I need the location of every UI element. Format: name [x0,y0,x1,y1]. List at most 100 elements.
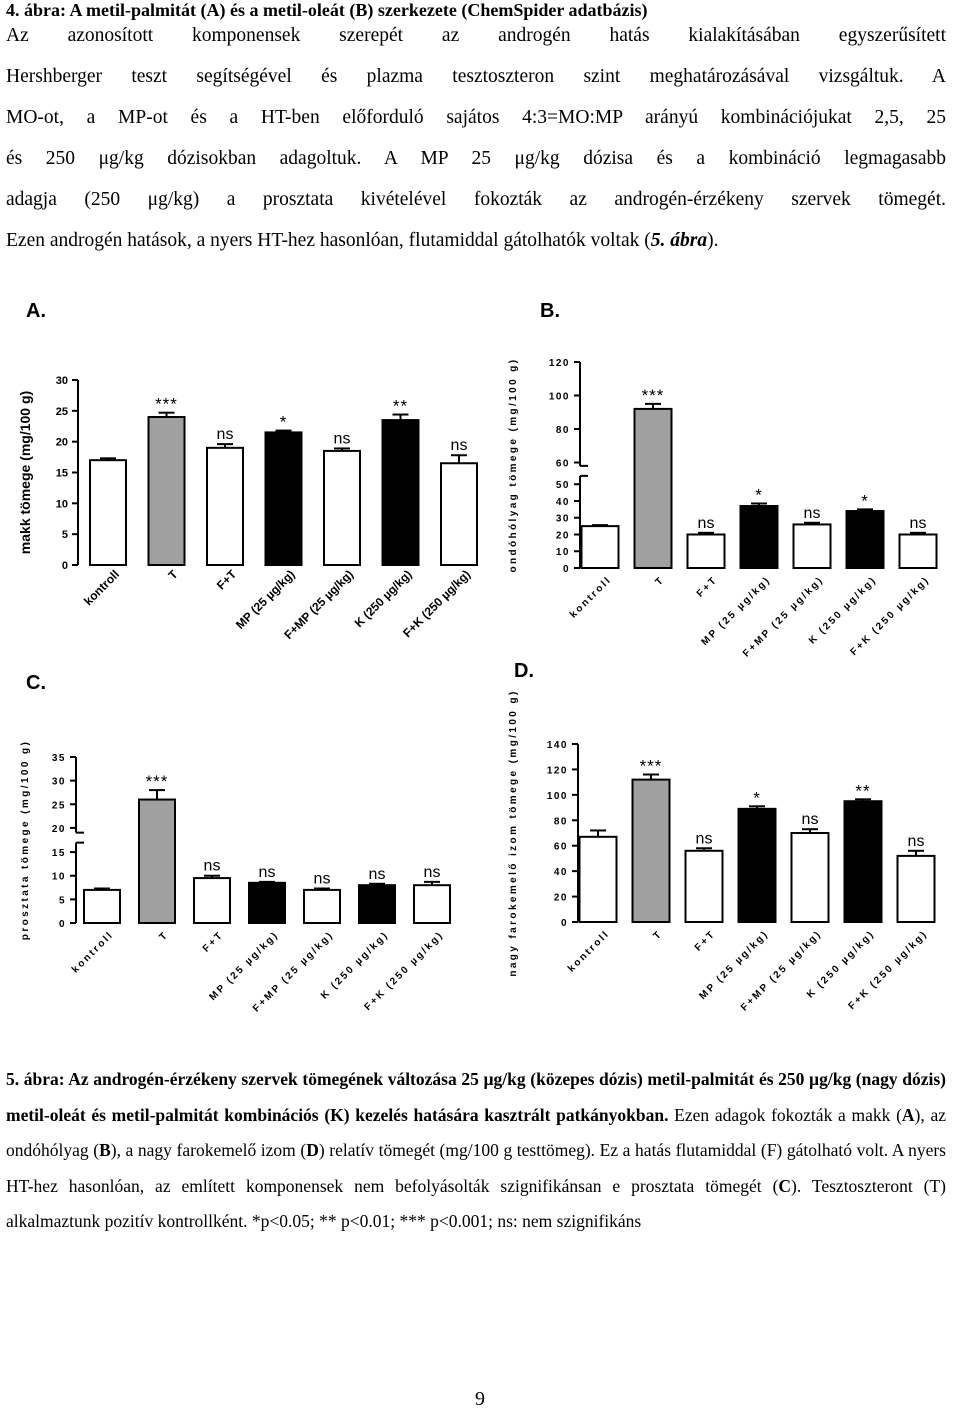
bar [631,778,671,923]
significance-label: * [280,413,288,432]
y-tick-label: 25 [56,406,68,418]
y-tick-label: 60 [556,459,570,470]
intro-line-2: Hershberger teszt segítségével és plazma… [6,66,946,87]
bar [686,533,726,569]
significance-label: ** [855,781,870,800]
caption-bold: 5. ábra: Az androgén-érzékeny szervek tö… [6,1069,946,1125]
bar [264,431,303,566]
bar [89,459,127,566]
caption-text-1: Ezen adagok fokozták a makk ( [668,1104,902,1125]
bar [737,807,777,923]
significance-label: ns [314,870,331,887]
significance-label: * [753,788,761,807]
bar [898,533,938,569]
caption-text-4: ) relatív tömegét (mg/100 g testtömeg). … [6,1140,946,1196]
category-label: kontroll [70,929,116,975]
intro-line-6-text: Ezen androgén hatások, a nyers HT-hez ha… [6,230,651,251]
y-tick-label: 25 [52,800,66,811]
significance-label: ns [698,515,715,532]
category-label: T [166,567,182,583]
y-tick-label: 35 [52,753,66,764]
caption-text-3: ), a nagy farokemelő izom ( [110,1140,307,1160]
caption-ref-b: B [99,1140,111,1160]
y-tick-label: 30 [556,514,570,525]
significance-label: ns [204,858,221,875]
y-tick-label: 140 [547,740,568,751]
category-label: F+T [693,928,718,953]
caption-text-2: ), az ondóhólyag ( [6,1104,946,1161]
y-tick-label: 0 [62,560,68,572]
bar [323,449,361,566]
category-label: F+T [201,929,226,954]
significance-label: ns [910,515,927,532]
category-label: K (250 µg/kg) [352,567,415,630]
significance-label: *** [640,757,663,776]
significance-label: ns [696,830,713,847]
bar [739,505,779,569]
panel-label-d: D. [514,660,534,682]
category-label: F+T [214,567,240,593]
y-tick-label: 120 [547,765,568,776]
intro-line-6-end: ). [707,230,719,251]
bar [896,854,936,923]
y-tick-label: 30 [52,777,66,788]
panel-label-c: C. [26,672,46,694]
bar [578,835,618,923]
category-label: T [651,928,665,942]
y-tick-label: 5 [59,895,66,906]
significance-label: ns [804,505,821,522]
bar [792,523,832,569]
significance-label: ns [259,864,276,881]
y-axis-label: ondóhólyag tömege (mg/100 g) [508,358,519,573]
bar [206,446,244,566]
y-axis-label: prosztata tömege (mg/100 g) [20,740,31,940]
intro-line-6: Ezen androgén hatások, a nyers HT-hez ha… [6,223,946,258]
bar [633,407,673,569]
category-label: kontroll [566,928,612,974]
bar [303,888,341,924]
y-tick-label: 20 [56,437,68,449]
y-tick-label: 20 [554,893,568,904]
significance-label: * [861,491,869,510]
panel-label-b: B. [540,300,560,322]
bar [381,419,420,567]
y-tick-label: 80 [556,425,570,436]
significance-label: *** [642,386,665,405]
y-tick-label: 10 [556,547,570,558]
bar [83,888,121,924]
significance-label: ns [217,426,234,443]
y-tick-label: 120 [549,358,570,369]
bar [248,881,286,924]
bar [138,798,176,924]
category-label: kontroll [81,567,122,608]
y-tick-label: 40 [556,497,570,508]
bar [193,877,231,925]
y-tick-label: 60 [554,842,568,853]
significance-label: ns [334,430,351,447]
caption-ref-c: C [778,1175,792,1196]
previous-figure-caption: 4. ábra: A metil-palmitát (A) és a metil… [6,0,648,20]
y-tick-label: 20 [52,824,66,835]
bar [147,416,186,566]
category-label: kontroll [568,574,614,620]
caption-ref-a: A [901,1104,915,1125]
chart-a-makk: 0 5 10 15 20 25 30 makk tömege (mg/100 g) kontro… [17,375,478,642]
y-tick-label: 80 [554,816,568,827]
y-tick-label: 10 [52,872,66,883]
figure-caption: 5. ábra: Az androgén-érzékeny szervek tö… [6,1062,946,1240]
category-label: T [653,574,667,588]
y-axis-label: nagy farokemelő izom tömege (mg/100 g) [508,689,519,976]
bar [440,462,478,566]
significance-label: ns [802,811,819,828]
y-tick-label: 15 [56,468,68,480]
significance-label: *** [155,395,178,414]
bar [790,832,830,923]
category-label: MP (25 µg/kg) [233,567,298,632]
bar [684,849,724,923]
y-tick-label: 100 [547,791,568,802]
significance-label: ns [369,866,386,883]
significance-label: ns [908,833,925,850]
y-tick-label: 15 [52,848,66,859]
y-tick-label: 10 [56,498,68,510]
category-label: F+T [695,574,720,599]
